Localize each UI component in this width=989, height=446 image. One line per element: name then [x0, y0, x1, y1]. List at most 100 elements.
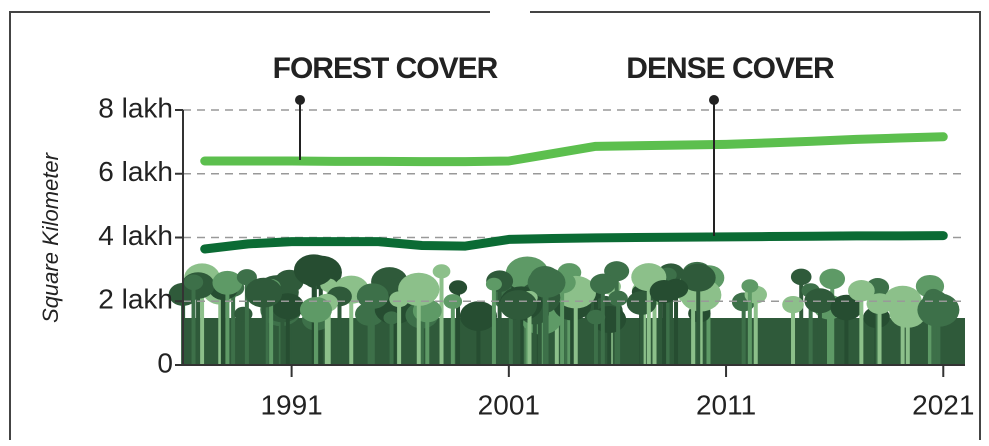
tree-trunk [261, 292, 266, 365]
y-tick-label: 4 lakh [98, 220, 173, 251]
tree-trunk [791, 304, 796, 365]
tree-trunk [564, 298, 569, 365]
tree-crown [917, 293, 960, 327]
tree-crown [383, 311, 400, 325]
x-tick-label: 2001 [478, 389, 540, 420]
tree-crown [299, 296, 332, 323]
y-tick-label: 2 lakh [98, 284, 173, 315]
tree-trunk [337, 296, 342, 365]
tree-crown [212, 270, 243, 295]
tree-trunk [698, 294, 703, 365]
tree-trunk [264, 294, 269, 365]
tree-trunk [570, 305, 575, 365]
tree-trunk [646, 277, 651, 365]
tree-trunk [491, 284, 496, 365]
tree-trunk [218, 290, 223, 365]
tree-trunk [905, 313, 910, 365]
tree-trunk [519, 303, 524, 365]
tree-trunk [269, 286, 274, 365]
tree-crown [680, 263, 716, 292]
tree-crown [782, 295, 804, 314]
tree-trunk [220, 287, 225, 365]
series-line [200, 132, 948, 167]
tree-crown [499, 290, 538, 321]
tree-trunk [508, 297, 513, 365]
tree-trunk [933, 300, 938, 365]
tree-trunk [696, 277, 701, 365]
forest-illustration [168, 254, 965, 365]
tree-crown [448, 280, 468, 295]
x-tick-label: 2021 [912, 389, 974, 420]
tree-trunk [370, 296, 375, 365]
annotation: DENSE COVER [626, 52, 835, 85]
tree-trunk [191, 282, 196, 365]
tree-trunk [658, 289, 663, 365]
tree-trunk [244, 277, 249, 365]
tree-trunk [516, 305, 521, 365]
tree-trunk [827, 307, 832, 365]
tree-trunk [196, 285, 201, 365]
tree-trunk [880, 298, 885, 365]
tree-crown [741, 279, 759, 293]
tree-trunk [285, 306, 290, 365]
tree-trunk [662, 291, 667, 365]
tree-trunk [397, 299, 402, 365]
tree-crown [819, 268, 846, 290]
tree-trunk [753, 294, 758, 365]
tree-trunk [927, 286, 932, 365]
x-tick-label: 1991 [260, 389, 322, 420]
grid: 0 2 lakh 4 lakh 6 lakh 8 lakh 1991 2001 2011 202… [98, 92, 974, 420]
tree-trunk [497, 281, 502, 365]
tree-crown [589, 273, 616, 295]
tree-trunk [691, 289, 696, 365]
pointer-dot [709, 95, 719, 105]
tree-trunk [639, 303, 644, 365]
tree-trunk [652, 290, 657, 365]
series-line [200, 231, 948, 254]
tree-crown [866, 293, 893, 315]
tree-trunk [456, 287, 461, 365]
tree-trunk [532, 313, 537, 365]
tree-trunk [560, 282, 565, 365]
tree-trunk [900, 300, 905, 365]
tree-trunk [275, 292, 280, 365]
tree-trunk [324, 302, 329, 365]
tree-crown [847, 280, 875, 302]
tree-trunk [231, 287, 236, 365]
tree-trunk [817, 300, 822, 365]
tree-trunk [537, 297, 542, 365]
tree-crown [356, 283, 389, 309]
tree-trunk [877, 303, 882, 365]
tree-trunk [668, 274, 673, 365]
y-tick-label: 0 [157, 347, 173, 378]
tree-trunk [600, 283, 605, 365]
annotation: FOREST COVER [273, 52, 499, 85]
tree-trunk [392, 308, 397, 365]
tree-crown [183, 274, 204, 291]
x-tick-label: 2011 [696, 389, 756, 420]
tree-trunk [641, 290, 646, 365]
tree-trunk [808, 290, 813, 365]
frame [9, 11, 981, 440]
tree-trunk [349, 289, 354, 365]
tree-trunk [439, 271, 444, 365]
tree-trunk [200, 277, 205, 365]
tree-trunk [416, 289, 421, 365]
tree-crown [398, 272, 440, 306]
tree-trunk [367, 314, 372, 365]
tree-trunk [476, 316, 481, 365]
tree-trunk [450, 301, 455, 365]
tree-crown [830, 294, 863, 321]
tree-trunk [936, 309, 941, 365]
tree-trunk [607, 319, 612, 365]
tree-crown [586, 309, 606, 325]
y-axis-label: Square Kilometer [38, 151, 63, 323]
tree-trunk [241, 314, 246, 365]
tree-crown [608, 290, 628, 307]
tree-trunk [419, 315, 424, 365]
y-tick-label: 6 lakh [98, 156, 173, 187]
tree-crown [485, 277, 502, 291]
tree-trunk [573, 292, 578, 365]
tree-crown [293, 254, 334, 286]
tree-crown [234, 306, 253, 322]
